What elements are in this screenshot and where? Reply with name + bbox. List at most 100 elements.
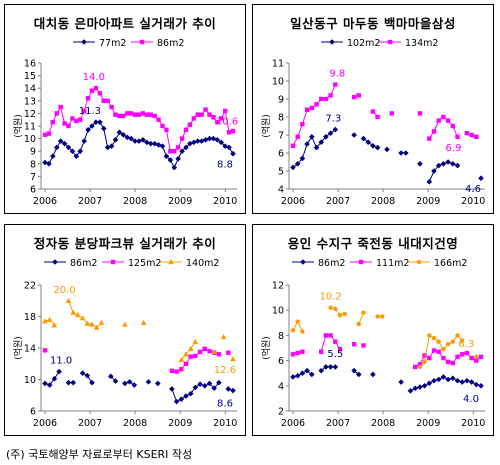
x-tick-label: 2008 [371,196,395,207]
data-point [474,134,479,139]
legend-label: 102m2 [347,38,380,49]
data-point [455,354,460,360]
data-point [365,139,371,145]
data-point [191,139,197,146]
data-point [431,377,437,384]
data-point [56,368,62,375]
data-point [337,313,343,318]
data-point [172,149,177,154]
data-point [351,342,357,347]
data-point [132,112,138,117]
x-tick-label: 2007 [78,196,102,207]
data-point [469,355,474,361]
data-point [230,387,236,394]
data-point [450,123,455,129]
data-label: 10.2 [319,292,341,303]
data-point [197,381,203,388]
series-line [292,129,336,168]
data-point [290,328,296,333]
data-point [120,132,127,138]
series-line [419,334,463,368]
data-point [140,111,146,116]
x-tick-label: 2006 [281,418,305,429]
data-point [290,164,296,171]
legend-label: 86m2 [157,38,184,49]
data-point [211,114,216,120]
y-axis-label: (억원) [260,336,272,360]
y-tick-label: 7 [278,131,284,142]
data-point [478,354,484,360]
x-tick-label: 2009 [168,418,192,429]
data-point [454,377,461,384]
data-point [218,139,225,146]
y-tick-label: 10 [24,375,36,386]
data-point [441,347,446,352]
source-note: (주) 국토해양부 자료로부터 KSERI 작성 [6,448,193,461]
data-point [98,319,105,325]
data-point [445,118,451,123]
data-point [294,161,301,167]
data-point [202,137,209,143]
y-tick-label: 22 [24,281,36,292]
series-line [180,341,196,361]
y-tick-label: 11 [24,122,36,133]
data-point [152,113,157,119]
data-point [440,161,447,167]
data-point [290,352,296,357]
data-label: 20.0 [53,285,75,296]
data-point [478,383,484,389]
data-point [202,383,208,389]
data-point [112,137,119,143]
data-point [290,143,296,148]
data-point [128,111,134,116]
data-point [193,353,198,359]
chart-title: 정자동 분당파크뷰 실거래가 추이 [33,236,217,251]
data-label: 12.6 [214,365,236,376]
data-point [187,122,193,127]
y-tick-label: 10 [272,77,284,88]
series-line [330,307,345,316]
data-point [121,113,126,119]
data-point [109,104,114,110]
data-point [199,112,204,117]
data-point [426,179,433,185]
data-point [319,349,324,354]
y-tick-label: 12 [272,281,284,292]
data-point [183,144,189,151]
data-point [194,138,201,144]
data-point [387,39,393,45]
data-point [416,259,422,265]
y-tick-label: 16 [24,59,36,70]
data-point [300,259,306,265]
data-point [323,96,329,102]
data-point [117,113,122,119]
data-point [436,339,441,344]
y-tick-label: 4 [278,381,284,392]
y-tick-label: 2 [278,407,284,418]
series-line [292,84,336,147]
data-point [460,352,465,357]
data-point [435,376,442,383]
data-point [101,98,106,103]
data-label: 8.6 [217,399,233,410]
data-point [417,161,423,167]
data-point [328,333,333,338]
data-point [66,123,71,129]
x-tick-label: 2008 [371,418,395,429]
series-line [44,121,234,169]
data-point [178,356,185,363]
data-point [93,324,100,330]
data-point [421,383,428,389]
data-point [464,350,470,356]
y-tick-label: 8 [278,113,284,124]
data-point [155,142,162,148]
y-tick-label: 8 [278,331,284,342]
data-point [450,360,455,366]
data-point [375,314,380,319]
data-point [148,112,153,117]
chart-title: 용인 수지구 죽전동 내대지건영 [287,236,459,251]
data-point [97,91,103,96]
data-point [46,316,53,322]
data-point [384,146,390,153]
